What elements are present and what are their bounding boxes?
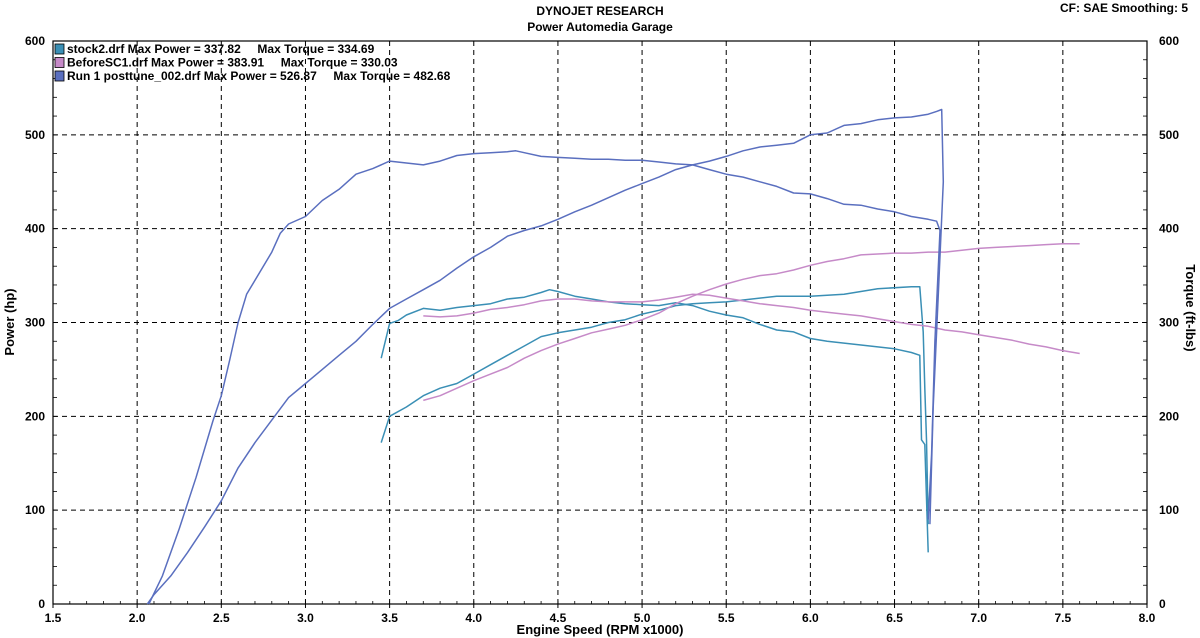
y-tick-label: 100 xyxy=(25,503,45,517)
power-line-beforesc1-drf xyxy=(423,242,1080,402)
torque-line-stock2-drf xyxy=(380,288,929,553)
x-tick-label: 2.0 xyxy=(129,611,146,625)
y-tick-label: 0 xyxy=(38,597,45,611)
y2-tick-label: 600 xyxy=(1159,34,1179,48)
x-tick-label: 3.5 xyxy=(381,611,398,625)
y-tick-label: 300 xyxy=(25,316,45,330)
x-tick-label: 4.0 xyxy=(465,611,482,625)
correction-factor-label: CF: SAE Smoothing: 5 xyxy=(1060,1,1188,15)
y-tick-label: 600 xyxy=(25,34,45,48)
x-tick-label: 2.5 xyxy=(213,611,230,625)
x-tick-label: 8.0 xyxy=(1139,611,1156,625)
chart-subtitle: Power Automedia Garage xyxy=(527,20,673,34)
legend-entry: stock2.drf Max Power = 337.82 Max Torque… xyxy=(67,42,375,56)
x-tick-label: 6.5 xyxy=(886,611,903,625)
x-tick-label: 5.5 xyxy=(718,611,735,625)
axis-ticks: 1.5 2.0 2.5 3.0 3.5 4.0 4.5 5.0 5.5 6.0 6.5 7.0 7.5 8… xyxy=(25,34,1179,625)
y2-tick-label: 500 xyxy=(1159,128,1179,142)
y-tick-label: 500 xyxy=(25,128,45,142)
y2-axis-label: Torque (ft-lbs) xyxy=(1183,264,1198,351)
power-line-stock2-drf xyxy=(380,286,929,525)
series-layer xyxy=(146,108,1080,605)
x-tick-label: 7.0 xyxy=(970,611,987,625)
y2-tick-label: 0 xyxy=(1159,597,1166,611)
legend-swatch xyxy=(54,57,65,68)
x-axis-label: Engine Speed (RPM x1000) xyxy=(517,622,684,637)
legend: stock2.drf Max Power = 337.82 Max Torque… xyxy=(54,42,451,83)
y2-tick-label: 400 xyxy=(1159,222,1179,236)
legend-entry: BeforeSC1.drf Max Power = 383.91 Max Tor… xyxy=(67,56,398,70)
y2-tick-label: 100 xyxy=(1159,503,1179,517)
x-tick-label: 5.0 xyxy=(634,611,651,625)
y-axis-label: Power (hp) xyxy=(2,288,17,355)
legend-swatch xyxy=(54,43,65,55)
power-line-run-1-posttune-002-drf xyxy=(146,108,945,605)
x-tick-label: 1.5 xyxy=(45,611,62,625)
chart-title: DYNOJET RESEARCH xyxy=(536,4,664,18)
y-tick-label: 200 xyxy=(25,409,45,423)
y-tick-label: 400 xyxy=(25,222,45,236)
x-tick-label: 6.0 xyxy=(802,611,819,625)
torque-line-beforesc1-drf xyxy=(423,293,1080,355)
y2-tick-label: 200 xyxy=(1159,409,1179,423)
legend-swatch xyxy=(54,70,65,82)
torque-line-run-1-posttune-002-drf xyxy=(148,150,941,605)
x-tick-label: 4.5 xyxy=(550,611,567,625)
y2-tick-label: 300 xyxy=(1159,316,1179,330)
legend-entry: Run 1 posttune_002.drf Max Power = 526.8… xyxy=(67,69,451,83)
x-tick-label: 7.5 xyxy=(1055,611,1072,625)
x-tick-label: 3.0 xyxy=(297,611,314,625)
